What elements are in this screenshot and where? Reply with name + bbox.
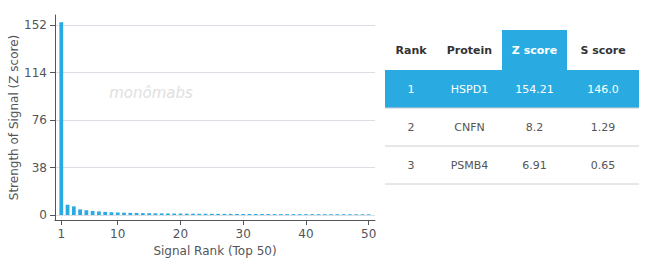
svg-text:2: 2 <box>408 121 415 134</box>
svg-text:40: 40 <box>298 227 313 241</box>
svg-text:Z score: Z score <box>512 44 557 57</box>
svg-text:20: 20 <box>173 227 188 241</box>
svg-text:154.21: 154.21 <box>515 83 554 96</box>
svg-text:CNFN: CNFN <box>454 121 484 134</box>
svg-text:8.2: 8.2 <box>526 121 544 134</box>
svg-text:Rank: Rank <box>395 44 427 57</box>
svg-text:PSMB4: PSMB4 <box>451 159 489 172</box>
svg-text:50: 50 <box>361 227 376 241</box>
svg-text:Signal Rank (Top 50): Signal Rank (Top 50) <box>153 244 276 258</box>
svg-text:monômabs: monômabs <box>109 84 193 102</box>
svg-text:Strength of Signal (Z score): Strength of Signal (Z score) <box>7 35 21 200</box>
svg-text:6.91: 6.91 <box>522 159 547 172</box>
svg-text:0: 0 <box>39 208 47 222</box>
svg-text:S score: S score <box>580 44 625 57</box>
svg-text:1: 1 <box>408 83 415 96</box>
svg-text:10: 10 <box>110 227 125 241</box>
svg-text:1.29: 1.29 <box>591 121 616 134</box>
svg-text:146.0: 146.0 <box>587 83 619 96</box>
svg-text:Protein: Protein <box>447 44 492 57</box>
svg-text:114: 114 <box>24 66 47 80</box>
svg-text:76: 76 <box>32 113 47 127</box>
svg-text:0.65: 0.65 <box>591 159 616 172</box>
svg-text:3: 3 <box>408 159 415 172</box>
svg-text:1: 1 <box>57 227 65 241</box>
svg-text:30: 30 <box>236 227 251 241</box>
svg-text:38: 38 <box>32 161 47 175</box>
svg-text:HSPD1: HSPD1 <box>451 83 488 96</box>
svg-text:152: 152 <box>24 18 47 32</box>
